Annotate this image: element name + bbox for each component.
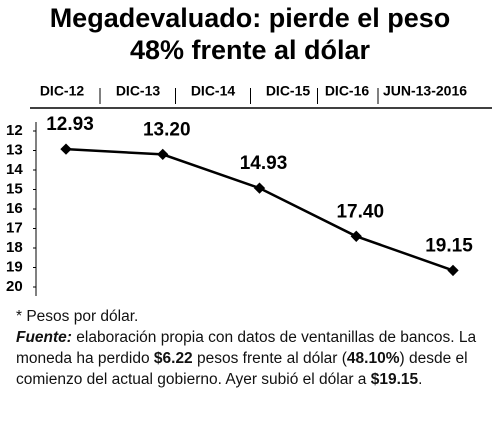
x-tick-label: DIC-12 — [40, 83, 85, 99]
source: Fuente: elaboración propia con datos de … — [16, 327, 490, 390]
chart-title: 48% frente al dólar — [130, 35, 371, 65]
source-label: Fuente: — [16, 329, 72, 346]
marker — [350, 230, 362, 242]
data-label: 13.20 — [143, 119, 191, 140]
y-tick-label: 19 — [6, 258, 23, 275]
y-tick-label: 15 — [6, 180, 23, 197]
data-label: 14.93 — [240, 153, 288, 174]
x-tick-label: DIC-16 — [325, 83, 370, 99]
x-tick-label: DIC-15 — [266, 83, 311, 99]
notes: * Pesos por dólar. Fuente: elaboración p… — [16, 306, 490, 390]
chart-title: Megadevaluado: pierde el peso — [50, 3, 451, 33]
y-tick-label: 16 — [6, 200, 23, 217]
text: elaboración propia con datos de ventanil… — [16, 329, 477, 367]
data-label: 12.93 — [46, 114, 94, 135]
y-tick-label: 14 — [6, 161, 23, 178]
marker — [157, 148, 169, 161]
footnote: * Pesos por dólar. — [16, 308, 139, 325]
x-tick-label: DIC-14 — [191, 83, 236, 99]
y-tick-label: 17 — [6, 219, 23, 236]
data-label: 17.40 — [336, 201, 384, 222]
y-tick-label: 18 — [6, 239, 23, 256]
text: ) desde el comienzo del actual gobierno.… — [16, 350, 468, 388]
text: 48.10% — [346, 350, 400, 367]
text: $6.22 — [153, 350, 193, 367]
x-tick-label: DIC-13 — [116, 83, 161, 99]
y-tick-label: 12 — [6, 122, 23, 139]
y-tick-label: 20 — [6, 278, 23, 295]
x-tick-label: JUN-13-2016 — [383, 83, 467, 99]
data-label: 19.15 — [425, 235, 473, 256]
text: $19.15 — [370, 371, 419, 388]
y-tick-label: 13 — [6, 141, 23, 158]
marker — [447, 264, 459, 277]
marker — [60, 143, 72, 155]
text: pesos frente al dólar ( — [192, 350, 347, 367]
marker — [253, 182, 266, 194]
text: . — [418, 371, 423, 388]
chart: Megadevaluado: pierde el peso 48% frente… — [6, 3, 492, 296]
